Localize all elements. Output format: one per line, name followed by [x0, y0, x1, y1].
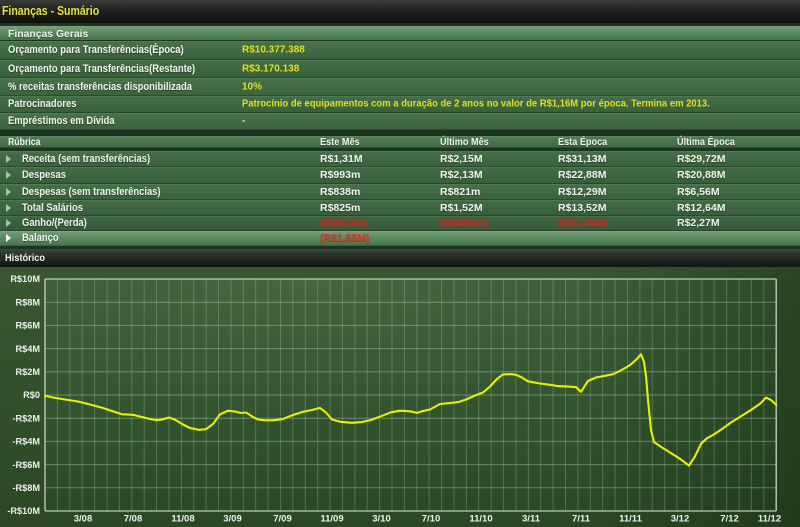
svg-text:-R$6M: -R$6M	[12, 460, 40, 470]
svg-text:7/12: 7/12	[720, 514, 739, 525]
svg-text:7/08: 7/08	[124, 514, 143, 525]
svg-text:11/09: 11/09	[320, 514, 343, 525]
svg-text:R$8M: R$8M	[15, 297, 40, 307]
svg-text:3/10: 3/10	[372, 514, 391, 525]
svg-text:11/10: 11/10	[469, 514, 492, 525]
svg-text:R$10M: R$10M	[10, 274, 40, 284]
svg-text:7/11: 7/11	[572, 514, 591, 525]
svg-text:R$0: R$0	[23, 390, 40, 400]
svg-text:7/09: 7/09	[273, 514, 292, 525]
svg-text:11/11: 11/11	[619, 514, 642, 525]
svg-text:R$6M: R$6M	[15, 321, 40, 331]
svg-text:7/10: 7/10	[422, 514, 441, 525]
svg-text:3/08: 3/08	[74, 514, 93, 525]
svg-text:R$2M: R$2M	[15, 367, 40, 377]
svg-text:11/12: 11/12	[758, 514, 781, 525]
svg-text:-R$2M: -R$2M	[12, 413, 40, 423]
svg-text:3/11: 3/11	[522, 514, 541, 525]
svg-text:R$4M: R$4M	[15, 344, 40, 354]
svg-text:3/09: 3/09	[223, 514, 242, 525]
svg-text:3/12: 3/12	[671, 514, 690, 525]
svg-text:-R$4M: -R$4M	[12, 437, 40, 447]
svg-text:-R$10M: -R$10M	[7, 506, 40, 516]
svg-text:11/08: 11/08	[171, 514, 194, 525]
svg-text:-R$8M: -R$8M	[12, 483, 40, 493]
